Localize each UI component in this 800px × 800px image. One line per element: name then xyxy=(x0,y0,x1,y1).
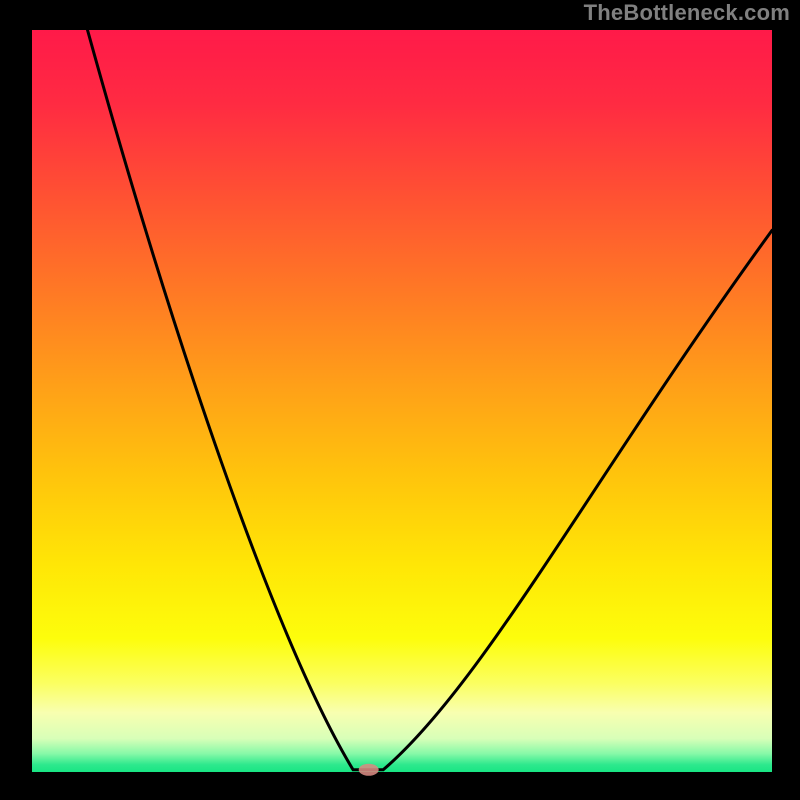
plot-background xyxy=(32,30,772,772)
chart-container: TheBottleneck.com xyxy=(0,0,800,800)
optimal-marker xyxy=(359,764,379,776)
bottleneck-chart xyxy=(0,0,800,800)
watermark-text: TheBottleneck.com xyxy=(584,0,790,26)
